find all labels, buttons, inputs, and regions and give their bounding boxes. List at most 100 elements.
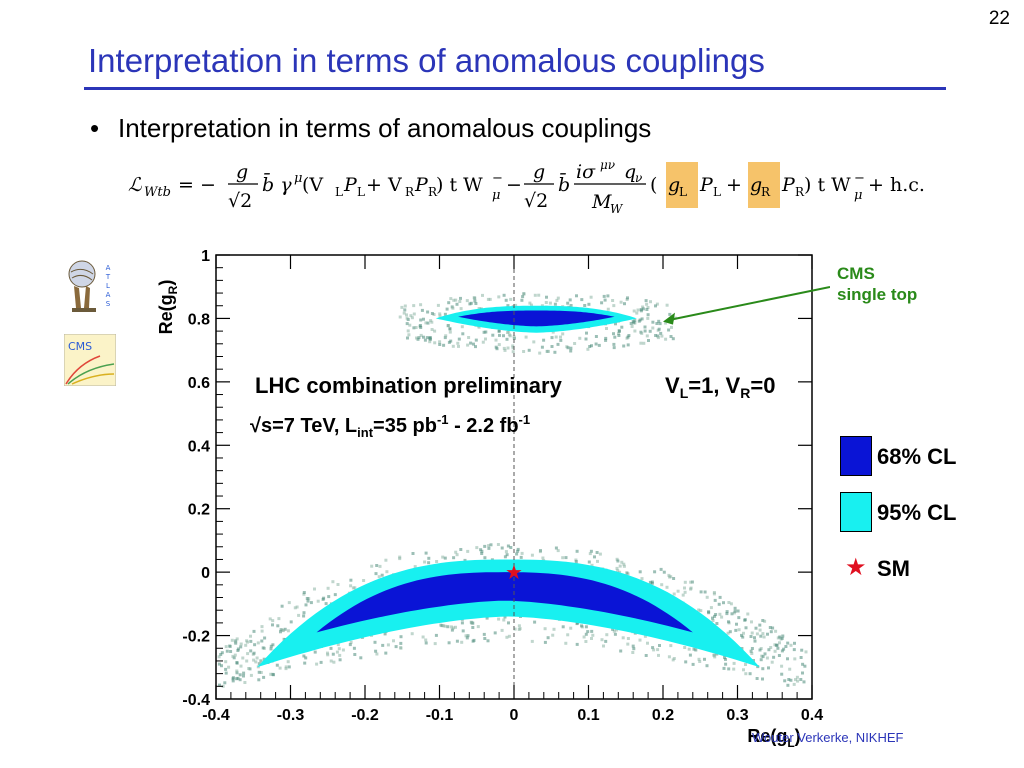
- scatter-point: [722, 666, 726, 670]
- scatter-point: [744, 672, 748, 676]
- scatter-point: [772, 655, 776, 659]
- scatter-point: [540, 304, 544, 308]
- scatter-point: [656, 336, 660, 340]
- scatter-point: [451, 626, 455, 630]
- svg-text:A: A: [106, 291, 111, 299]
- scatter-point: [803, 664, 807, 668]
- scatter-point: [399, 641, 403, 645]
- formula-gl: g: [668, 174, 680, 196]
- scatter-point: [786, 683, 790, 687]
- scatter-point: [445, 307, 449, 311]
- scatter-point: [507, 333, 511, 337]
- scatter-point: [422, 335, 425, 339]
- scatter-point: [230, 638, 234, 642]
- y-tick-label: 0.6: [188, 375, 210, 392]
- scatter-point: [286, 660, 290, 664]
- scatter-point: [441, 555, 445, 559]
- scatter-point: [429, 319, 433, 323]
- formula-frac1-den: √2: [228, 190, 252, 212]
- scatter-point: [724, 662, 728, 666]
- scatter-point: [295, 605, 299, 609]
- scatter-point: [233, 640, 237, 644]
- scatter-point: [631, 644, 635, 648]
- scatter-point: [604, 338, 608, 342]
- scatter-point: [512, 335, 516, 339]
- scatter-point: [767, 648, 771, 652]
- scatter-point: [697, 657, 701, 661]
- scatter-point: [249, 634, 252, 638]
- scatter-point: [655, 322, 659, 325]
- scatter-point: [605, 327, 608, 330]
- scatter-point: [689, 580, 693, 584]
- scatter-point: [474, 302, 478, 305]
- scatter-point: [220, 664, 223, 668]
- scatter-point: [580, 298, 584, 302]
- scatter-point: [627, 334, 631, 337]
- scatter-point: [374, 649, 378, 653]
- scatter-point: [769, 630, 773, 634]
- plot-condition: VL=1, VR=0: [665, 373, 775, 401]
- scatter-point: [493, 631, 497, 635]
- cms-logo-text: CMS: [68, 340, 92, 353]
- scatter-point: [464, 634, 468, 638]
- scatter-point: [652, 648, 656, 652]
- scatter-point: [736, 609, 740, 613]
- scatter-point: [640, 577, 644, 581]
- scatter-point: [419, 318, 423, 322]
- scatter-point: [646, 641, 649, 645]
- scatter-point: [602, 294, 606, 298]
- scatter-point: [426, 310, 430, 314]
- scatter-point: [546, 636, 550, 640]
- scatter-point: [423, 560, 427, 564]
- scatter-point: [477, 307, 481, 310]
- y-tick-label: 0: [201, 565, 210, 582]
- scatter-point: [789, 643, 793, 647]
- scatter-point: [443, 312, 447, 316]
- scatter-point: [801, 662, 805, 666]
- scatter-point: [761, 677, 764, 681]
- scatter-point: [617, 329, 621, 333]
- coupling-contour-plot: ★ -0.4 -0.3 -0.2 -0.1 0 0.1 0.2 0.3 0.4 -0.4 -0.2 0 0…: [156, 248, 830, 750]
- x-tick-label: 0.2: [652, 707, 674, 724]
- scatter-point: [398, 315, 402, 319]
- scatter-point: [370, 564, 374, 568]
- scatter-point: [784, 645, 788, 648]
- scatter-point: [463, 558, 467, 562]
- scatter-point: [632, 647, 636, 651]
- scatter-point: [496, 543, 500, 546]
- scatter-point: [218, 683, 221, 687]
- scatter-point: [239, 642, 243, 646]
- scatter-point: [484, 330, 488, 334]
- scatter-point: [409, 314, 413, 318]
- scatter-point: [487, 544, 491, 548]
- scatter-point: [331, 580, 335, 584]
- scatter-point: [284, 667, 288, 671]
- scatter-point: [690, 580, 694, 584]
- scatter-point: [699, 590, 703, 594]
- scatter-point: [438, 314, 442, 318]
- scatter-point: [443, 624, 447, 628]
- scatter-point: [792, 682, 796, 686]
- scatter-point: [521, 295, 525, 299]
- scatter-point: [533, 293, 537, 297]
- scatter-point: [436, 303, 440, 307]
- scatter-point: [604, 639, 608, 643]
- formula-pl-sub: L: [357, 185, 365, 199]
- scatter-point: [313, 587, 316, 591]
- scatter-point: [561, 332, 565, 336]
- x-tick-label: 0: [510, 707, 519, 724]
- scatter-point: [228, 644, 232, 648]
- scatter-point: [733, 609, 737, 613]
- scatter-point: [385, 570, 389, 574]
- scatter-point: [447, 301, 451, 305]
- scatter-point: [257, 662, 261, 666]
- scatter-point: [530, 639, 534, 643]
- scatter-point: [725, 612, 729, 616]
- scatter-point: [620, 325, 624, 329]
- scatter-point: [327, 595, 331, 599]
- scatter-point: [585, 331, 588, 335]
- y-tick-label: -0.4: [182, 692, 210, 709]
- scatter-point: [502, 346, 506, 350]
- scatter-point: [658, 644, 661, 647]
- scatter-point: [386, 643, 390, 647]
